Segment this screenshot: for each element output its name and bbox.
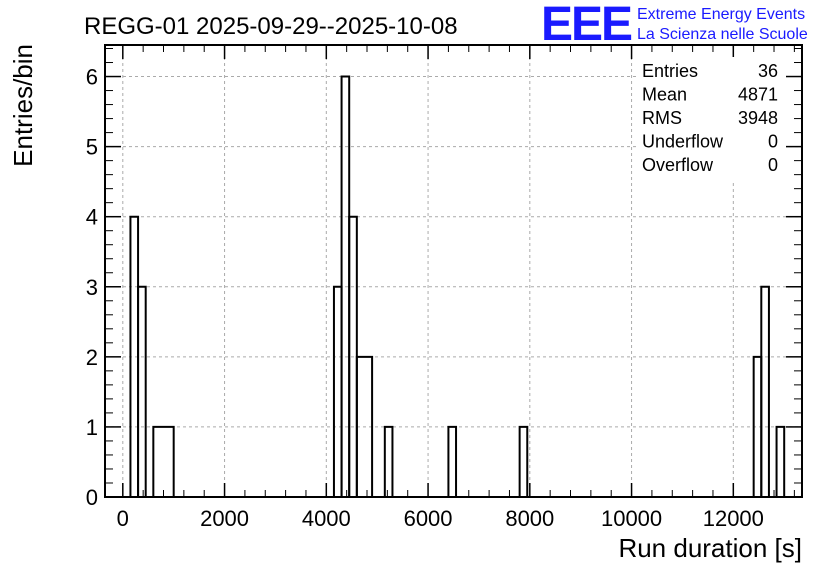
histogram-bin: [447, 425, 458, 497]
plot-frame: [104, 44, 803, 498]
histogram-bin: [518, 425, 529, 497]
histogram-bin: [383, 425, 394, 497]
stats-label: RMS: [642, 108, 682, 128]
y-tick-labels: 0 1 2 3 4 5 6: [86, 65, 98, 510]
histogram-bin: [760, 285, 770, 497]
stats-value: 0: [768, 155, 778, 175]
y-tick-label: 6: [86, 65, 98, 90]
logo-mark: EEE: [541, 0, 632, 51]
y-tick-label: 3: [86, 275, 98, 300]
stats-label: Mean: [642, 85, 687, 105]
stats-value: 4871: [738, 85, 778, 105]
stats-box-background: [636, 57, 786, 181]
histogram-bin: [137, 285, 147, 497]
histogram-bin: [332, 285, 343, 497]
axis-ticks: [105, 45, 802, 498]
stats-label: Overflow: [642, 155, 714, 175]
x-tick-label: 4000: [302, 506, 351, 531]
x-axis-label: Run duration [s]: [618, 533, 802, 563]
y-tick-label: 0: [86, 485, 98, 510]
logo-line-1: Extreme Energy Events: [637, 6, 805, 23]
chart-title: REGG-01 2025-09-29--2025-10-08: [84, 13, 458, 40]
eee-logo: EEE Extreme Energy Events La Scienza nel…: [541, 0, 808, 51]
x-tick-label: 0: [117, 506, 129, 531]
x-tick-label: 12000: [703, 506, 764, 531]
x-tick-label: 6000: [404, 506, 453, 531]
stats-label: Entries: [642, 61, 698, 81]
x-tick-label: 2000: [200, 506, 249, 531]
x-tick-labels: 0 2000 4000 6000 8000 10000 12000: [117, 506, 764, 531]
histogram-bin: [152, 425, 175, 497]
y-axis-label: Entries/bin: [8, 44, 38, 167]
y-tick-label: 4: [86, 205, 98, 230]
stats-label: Underflow: [642, 132, 724, 152]
stats-value: 0: [768, 132, 778, 152]
y-tick-label: 1: [86, 415, 98, 440]
logo-line-2: La Scienza nelle Scuole: [637, 26, 808, 43]
stats-value: 36: [758, 61, 778, 81]
y-tick-label: 2: [86, 345, 98, 370]
histogram-bars: [129, 75, 786, 497]
histogram-bin: [355, 355, 374, 497]
stats-value: 3948: [738, 108, 778, 128]
x-tick-label: 8000: [505, 506, 554, 531]
y-tick-label: 5: [86, 135, 98, 160]
x-tick-label: 10000: [601, 506, 662, 531]
stats-box: Entries 36 Mean 4871 RMS 3948 Underflow 0 Overfl…: [636, 57, 786, 181]
histogram-bin: [775, 425, 786, 497]
